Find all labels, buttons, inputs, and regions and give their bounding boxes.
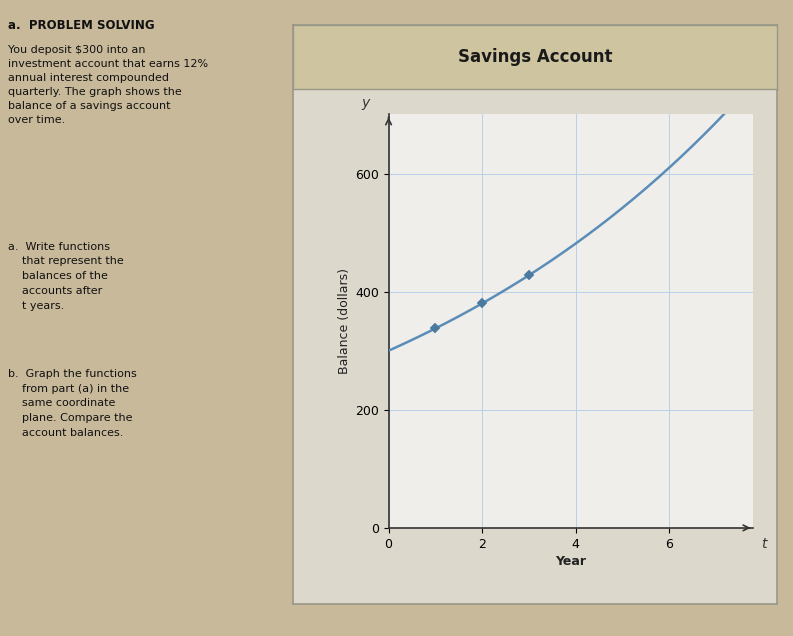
Text: a.  PROBLEM SOLVING: a. PROBLEM SOLVING bbox=[8, 19, 155, 32]
Y-axis label: Balance (dollars): Balance (dollars) bbox=[338, 268, 351, 374]
Text: y: y bbox=[361, 96, 370, 110]
Text: a.  Write functions
    that represent the
    balances of the
    accounts afte: a. Write functions that represent the ba… bbox=[8, 242, 124, 311]
Text: You deposit $300 into an
investment account that earns 12%
annual interest compo: You deposit $300 into an investment acco… bbox=[8, 45, 208, 125]
Text: Savings Account: Savings Account bbox=[458, 48, 612, 66]
Text: t: t bbox=[760, 537, 766, 551]
Text: b.  Graph the functions
    from part (a) in the
    same coordinate
    plane. : b. Graph the functions from part (a) in … bbox=[8, 369, 136, 438]
X-axis label: Year: Year bbox=[555, 555, 587, 568]
